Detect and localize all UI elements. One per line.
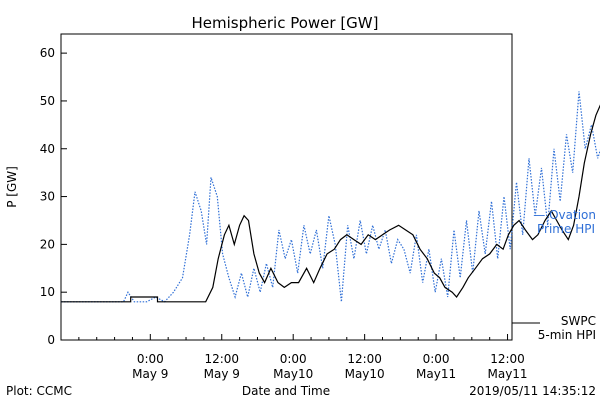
y-tick-label: 10 <box>40 285 55 299</box>
plot-frame <box>60 33 513 341</box>
x-tick-label-date: May10 <box>273 367 313 381</box>
y-tick-label: 20 <box>40 237 55 251</box>
legend-ovation-line2: Prime HPI <box>537 222 595 236</box>
x-tick-label-time: 0:00 <box>280 352 307 366</box>
footer-left: Plot: CCMC <box>6 384 72 398</box>
y-tick-label: 0 <box>47 333 55 347</box>
y-tick-label: 40 <box>40 142 55 156</box>
x-tick-label-date: May 9 <box>204 367 240 381</box>
x-tick-label-time: 0:00 <box>423 352 450 366</box>
x-axis-label: Date and Time <box>242 384 330 398</box>
x-tick-label-date: May 9 <box>132 367 168 381</box>
y-axis-label: P [GW] <box>5 166 19 208</box>
x-tick-label-date: May11 <box>487 367 527 381</box>
y-tick-label: 30 <box>40 190 55 204</box>
x-tick-label-time: 12:00 <box>204 352 239 366</box>
y-axis-ticks: 0 10 20 30 40 50 60 <box>40 46 67 347</box>
legend-ovation-line1: — Ovation <box>533 208 596 222</box>
series-layer <box>61 91 600 303</box>
x-tick-label-time: 12:00 <box>347 352 382 366</box>
x-tick-label-time: 12:00 <box>490 352 525 366</box>
series-line-swpc <box>61 104 600 303</box>
legend: — Ovation Prime HPI SWPC 5-min HPI <box>512 208 596 342</box>
x-tick-label-date: May11 <box>416 367 456 381</box>
y-tick-label: 60 <box>40 46 55 60</box>
chart-title: Hemispheric Power [GW] <box>192 14 379 32</box>
legend-swpc-line2: 5-min HPI <box>538 328 596 342</box>
legend-swpc-line1: SWPC <box>561 314 596 328</box>
footer-timestamp: 2019/05/11 14:35:12 <box>469 384 596 398</box>
x-tick-label-time: 0:00 <box>137 352 164 366</box>
series-line-ovation-prime <box>61 91 600 303</box>
y-tick-label: 50 <box>40 94 55 108</box>
x-tick-label-date: May10 <box>345 367 385 381</box>
